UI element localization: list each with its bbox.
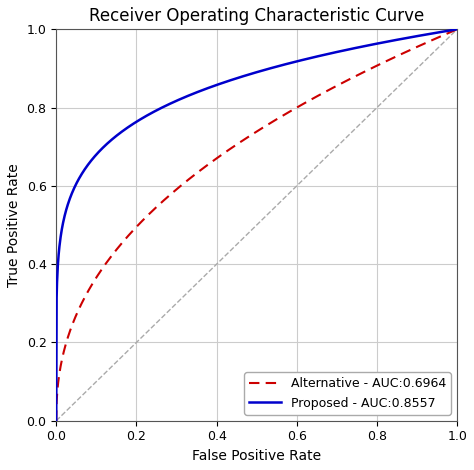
- Alternative - AUC:0.6964: [373, 63, 379, 69]
- Proposed - AUC:0.8557: [216, 82, 221, 87]
- Alternative - AUC:0.6964: [328, 86, 334, 91]
- Proposed - AUC:0.8557: [230, 77, 236, 82]
- Y-axis label: True Positive Rate: True Positive Rate: [7, 163, 21, 287]
- Proposed - AUC:0.8557: [328, 50, 334, 56]
- X-axis label: False Positive Rate: False Positive Rate: [192, 449, 321, 463]
- Proposed - AUC:0.8557: [373, 41, 379, 47]
- Line: Alternative - AUC:0.6964: Alternative - AUC:0.6964: [56, 29, 457, 421]
- Alternative - AUC:0.6964: [454, 26, 460, 32]
- Proposed - AUC:0.8557: [366, 42, 372, 48]
- Proposed - AUC:0.8557: [94, 151, 100, 157]
- Alternative - AUC:0.6964: [366, 67, 372, 72]
- Proposed - AUC:0.8557: [454, 26, 460, 32]
- Alternative - AUC:0.6964: [216, 154, 221, 160]
- Proposed - AUC:0.8557: [54, 418, 59, 423]
- Title: Receiver Operating Characteristic Curve: Receiver Operating Characteristic Curve: [89, 7, 424, 25]
- Alternative - AUC:0.6964: [54, 418, 59, 423]
- Line: Proposed - AUC:0.8557: Proposed - AUC:0.8557: [56, 29, 457, 421]
- Alternative - AUC:0.6964: [94, 274, 100, 279]
- Legend: Alternative - AUC:0.6964, Proposed - AUC:0.8557: Alternative - AUC:0.6964, Proposed - AUC…: [245, 372, 451, 415]
- Alternative - AUC:0.6964: [230, 144, 236, 150]
